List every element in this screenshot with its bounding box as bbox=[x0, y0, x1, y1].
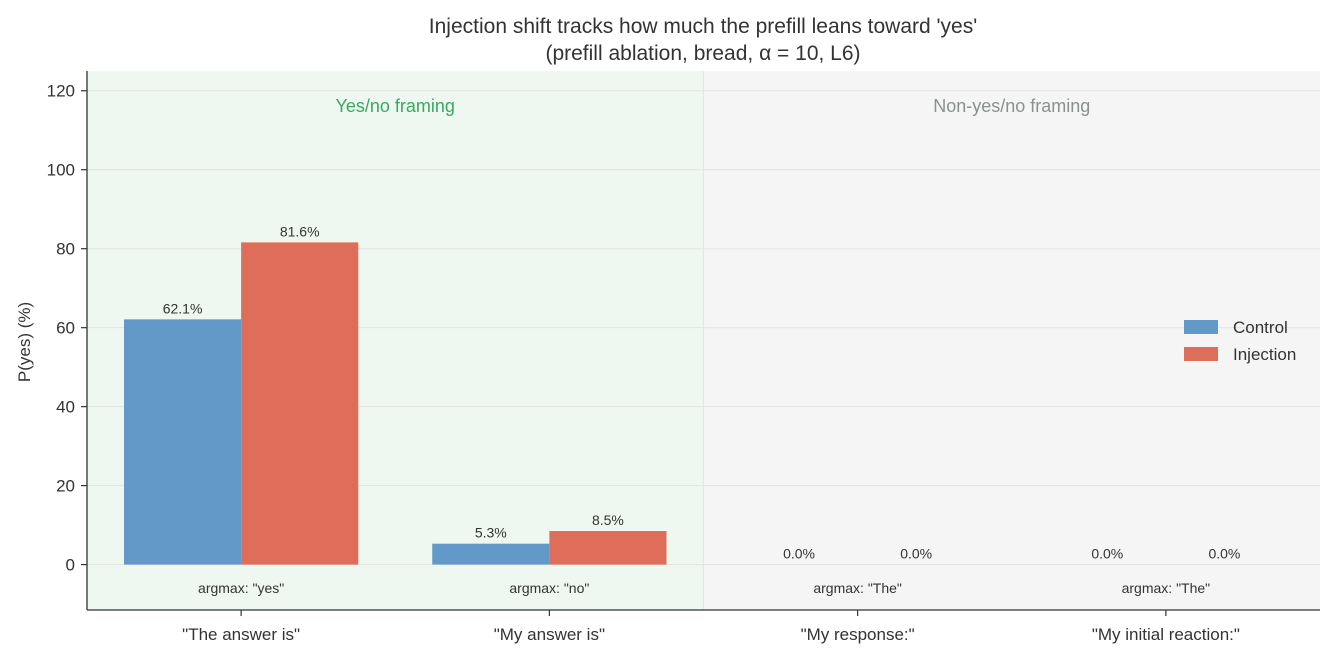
y-tick-label-20: 20 bbox=[56, 477, 75, 496]
y-tick-label-40: 40 bbox=[56, 398, 75, 417]
argmax-label-0: argmax: "yes" bbox=[198, 580, 284, 596]
legend-label-injection: Injection bbox=[1233, 345, 1296, 364]
x-tick-label-0: "The answer is" bbox=[182, 625, 300, 644]
legend: Control Injection bbox=[1184, 318, 1296, 364]
y-tick-label-80: 80 bbox=[56, 240, 75, 259]
bar-injection-0 bbox=[241, 242, 359, 565]
chart-title-line2: (prefill ablation, bread, α = 10, L6) bbox=[545, 42, 860, 65]
legend-label-control: Control bbox=[1233, 318, 1288, 337]
y-tick-label-60: 60 bbox=[56, 319, 75, 338]
bar-value-label-injection-3: 0.0% bbox=[1208, 546, 1240, 562]
bar-control-1 bbox=[432, 543, 550, 565]
bar-value-label-injection-0: 81.6% bbox=[280, 223, 320, 239]
x-tick-label-1: "My answer is" bbox=[494, 625, 605, 644]
bar-value-label-control-2: 0.0% bbox=[783, 546, 815, 562]
bar-control-0 bbox=[123, 319, 242, 565]
chart-title-line1: Injection shift tracks how much the pref… bbox=[429, 15, 977, 38]
bar-value-label-injection-2: 0.0% bbox=[900, 546, 932, 562]
legend-swatch-control bbox=[1184, 320, 1218, 334]
y-tick-label-100: 100 bbox=[47, 161, 75, 180]
legend-swatch-injection bbox=[1184, 347, 1218, 361]
argmax-label-1: argmax: "no" bbox=[509, 580, 589, 596]
bar-value-label-control-1: 5.3% bbox=[475, 525, 507, 541]
region-label-1: Non-yes/no framing bbox=[933, 96, 1090, 116]
x-tick-label-2: "My response:" bbox=[801, 625, 915, 644]
region-band-1 bbox=[703, 71, 1320, 610]
x-tick-label-3: "My initial reaction:" bbox=[1092, 625, 1240, 644]
bar-value-label-injection-1: 8.5% bbox=[592, 512, 624, 528]
bar-injection-1 bbox=[549, 531, 667, 565]
y-tick-label-0: 0 bbox=[66, 556, 75, 575]
region-label-0: Yes/no framing bbox=[336, 96, 455, 116]
argmax-label-3: argmax: "The" bbox=[1122, 580, 1211, 596]
y-tick-label-120: 120 bbox=[47, 82, 75, 101]
y-axis-label: P(yes) (%) bbox=[15, 302, 34, 382]
bar-value-label-control-3: 0.0% bbox=[1091, 546, 1123, 562]
argmax-label-2: argmax: "The" bbox=[813, 580, 902, 596]
bar-value-label-control-0: 62.1% bbox=[163, 300, 203, 316]
